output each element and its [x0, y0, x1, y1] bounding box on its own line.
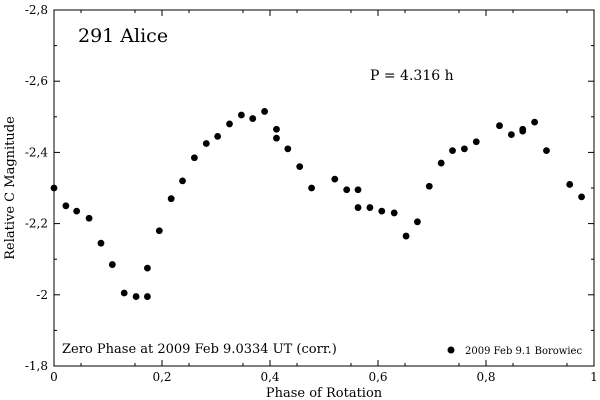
y-axis-ticks: -1,8 -2 -2,2 -2,4 -2,6 -2,8: [25, 3, 594, 373]
y-axis-label: Relative C Magnitude: [3, 116, 18, 260]
chart-title: 291 Alice: [78, 25, 168, 47]
data-point: [155, 227, 163, 235]
data-point: [85, 214, 93, 222]
data-point: [273, 134, 280, 142]
x-tick-label: 0,2: [152, 370, 171, 384]
data-point: [461, 145, 468, 153]
data-point: [331, 175, 339, 183]
x-tick-label: 0,6: [368, 370, 387, 384]
x-tick-label: 1: [590, 370, 598, 384]
data-points: [50, 108, 585, 300]
y-tick-label: -2,2: [25, 217, 48, 231]
data-point: [496, 122, 503, 130]
data-point: [425, 182, 433, 190]
x-tick-label: 0,8: [476, 370, 495, 384]
data-point: [108, 261, 116, 268]
data-point: [566, 181, 574, 188]
legend-marker: [447, 346, 455, 354]
data-point: [179, 177, 186, 185]
y-tick-label: -2,4: [25, 145, 49, 159]
data-point: [132, 293, 140, 300]
data-point: [97, 239, 105, 247]
y-tick-label: -2: [36, 288, 48, 302]
data-point: [519, 125, 527, 133]
x-axis-label: Phase of Rotation: [266, 386, 383, 400]
zero-phase-annotation: Zero Phase at 2009 Feb 9.0334 UT (corr.): [62, 342, 337, 357]
data-point: [308, 184, 315, 192]
legend: 2009 Feb 9.1 Borowiec: [447, 346, 582, 357]
data-point: [120, 289, 128, 297]
data-point: [273, 125, 280, 133]
data-point: [578, 193, 585, 201]
data-point: [472, 138, 480, 146]
data-point: [437, 159, 445, 167]
data-point: [73, 207, 81, 215]
data-point: [378, 207, 386, 215]
x-tick-label: 0: [50, 370, 58, 384]
y-tick-label: -2,8: [25, 3, 48, 17]
data-point: [354, 186, 362, 194]
data-point: [402, 232, 410, 240]
data-point: [249, 115, 257, 122]
plot-frame: [53, 9, 595, 367]
x-axis-ticks: 0 0,2 0,4 0,6 0,8 1: [50, 10, 598, 384]
data-point: [50, 184, 58, 192]
data-point: [296, 163, 304, 171]
data-point: [226, 120, 233, 128]
data-point: [261, 108, 268, 115]
data-point: [390, 209, 398, 217]
data-point: [507, 131, 515, 139]
legend-label: 2009 Feb 9.1 Borowiec: [465, 346, 582, 357]
data-point: [343, 186, 351, 194]
y-tick-label: -2,6: [25, 74, 48, 88]
x-tick-label: 0,4: [260, 370, 279, 384]
data-point: [237, 111, 245, 119]
period-annotation: P = 4.316 h: [370, 68, 454, 84]
data-point: [144, 293, 151, 300]
data-point: [62, 202, 70, 210]
data-point: [449, 147, 456, 155]
data-point: [543, 147, 550, 155]
data-point: [167, 195, 175, 203]
data-point: [414, 218, 421, 226]
data-point: [191, 154, 198, 162]
data-point: [354, 204, 362, 211]
data-point: [366, 204, 374, 211]
data-point: [144, 264, 151, 272]
y-tick-label: -1,8: [25, 359, 48, 373]
data-point: [202, 140, 210, 147]
data-point: [284, 145, 292, 153]
data-point: [214, 132, 222, 140]
data-point: [531, 118, 538, 126]
